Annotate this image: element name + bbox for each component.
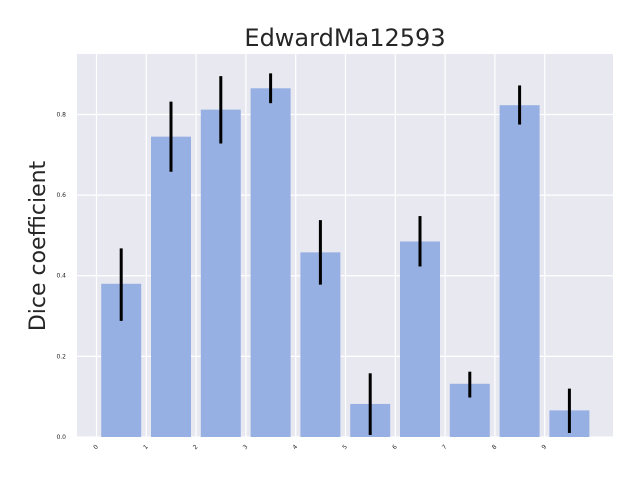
bars xyxy=(101,88,590,437)
x-tick-label: 2 xyxy=(192,443,200,451)
y-tick-label: 0.8 xyxy=(56,111,66,118)
x-tick-label: 8 xyxy=(491,443,499,451)
chart-title: EdwardMa12593 xyxy=(244,24,445,52)
y-tick-labels: 0.0 0.2 0.4 0.6 0.8 xyxy=(56,111,66,441)
bar-1 xyxy=(151,136,191,437)
y-axis-label: Dice coefficient xyxy=(26,160,51,331)
bar-8 xyxy=(499,105,540,437)
x-tick-label: 6 xyxy=(391,443,399,451)
x-tick-label: 3 xyxy=(242,443,250,451)
y-tick-label: 0.4 xyxy=(56,273,66,280)
bar-3 xyxy=(250,88,291,437)
x-tick-label: 5 xyxy=(341,443,349,451)
bar-6 xyxy=(400,241,440,437)
x-tick-label: 1 xyxy=(142,443,150,451)
y-tick-label: 0.6 xyxy=(56,192,66,199)
x-tick-labels: 0 1 2 3 4 5 6 7 8 9 xyxy=(92,443,548,451)
y-tick-label: 0.2 xyxy=(56,353,66,360)
y-tick-label: 0.0 xyxy=(56,434,66,441)
x-tick-label: 9 xyxy=(540,443,548,451)
bar-2 xyxy=(200,109,241,437)
error-bars xyxy=(119,73,571,435)
x-tick-label: 4 xyxy=(291,443,299,451)
x-tick-label: 7 xyxy=(441,443,449,451)
x-tick-label: 0 xyxy=(92,443,100,451)
